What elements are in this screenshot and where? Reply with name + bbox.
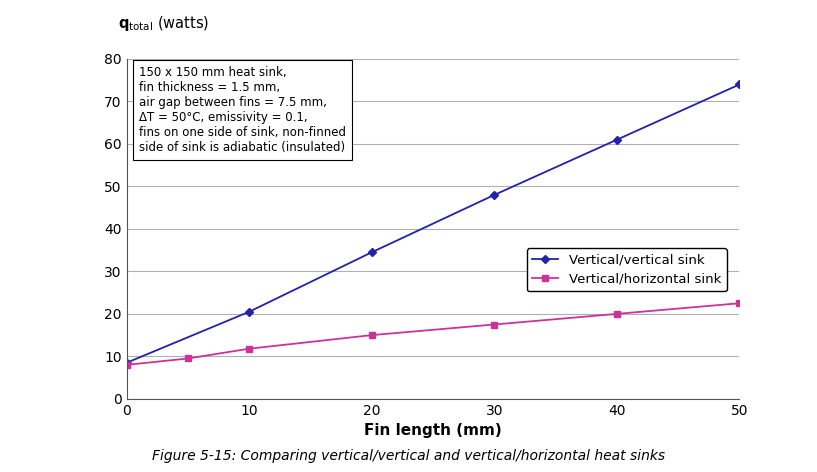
- Text: Figure 5-15: Comparing vertical/vertical and vertical/horizontal heat sinks: Figure 5-15: Comparing vertical/vertical…: [152, 448, 665, 463]
- Vertical/vertical sink: [489, 192, 499, 198]
- Vertical/horizontal sink: [183, 356, 193, 362]
- Vertical/vertical sink: [367, 249, 377, 255]
- Vertical/horizontal sink: [122, 362, 132, 368]
- Text: $\mathbf{q}_{\mathsf{total}}$ (watts): $\mathbf{q}_{\mathsf{total}}$ (watts): [118, 14, 210, 33]
- Vertical/vertical sink: [612, 137, 622, 143]
- Legend: Vertical/vertical sink, Vertical/horizontal sink: Vertical/vertical sink, Vertical/horizon…: [527, 248, 726, 291]
- Line: Vertical/vertical sink: Vertical/vertical sink: [123, 81, 743, 366]
- Vertical/horizontal sink: [612, 311, 622, 317]
- Vertical/horizontal sink: [489, 322, 499, 328]
- Line: Vertical/horizontal sink: Vertical/horizontal sink: [123, 300, 743, 368]
- Vertical/horizontal sink: [734, 300, 744, 306]
- Vertical/horizontal sink: [244, 346, 254, 352]
- Vertical/vertical sink: [734, 82, 744, 87]
- X-axis label: Fin length (mm): Fin length (mm): [364, 423, 502, 438]
- Vertical/vertical sink: [122, 360, 132, 365]
- Text: 150 x 150 mm heat sink,
fin thickness = 1.5 mm,
air gap between fins = 7.5 mm,
Δ: 150 x 150 mm heat sink, fin thickness = …: [139, 66, 346, 154]
- Vertical/vertical sink: [244, 309, 254, 314]
- Vertical/horizontal sink: [367, 332, 377, 338]
